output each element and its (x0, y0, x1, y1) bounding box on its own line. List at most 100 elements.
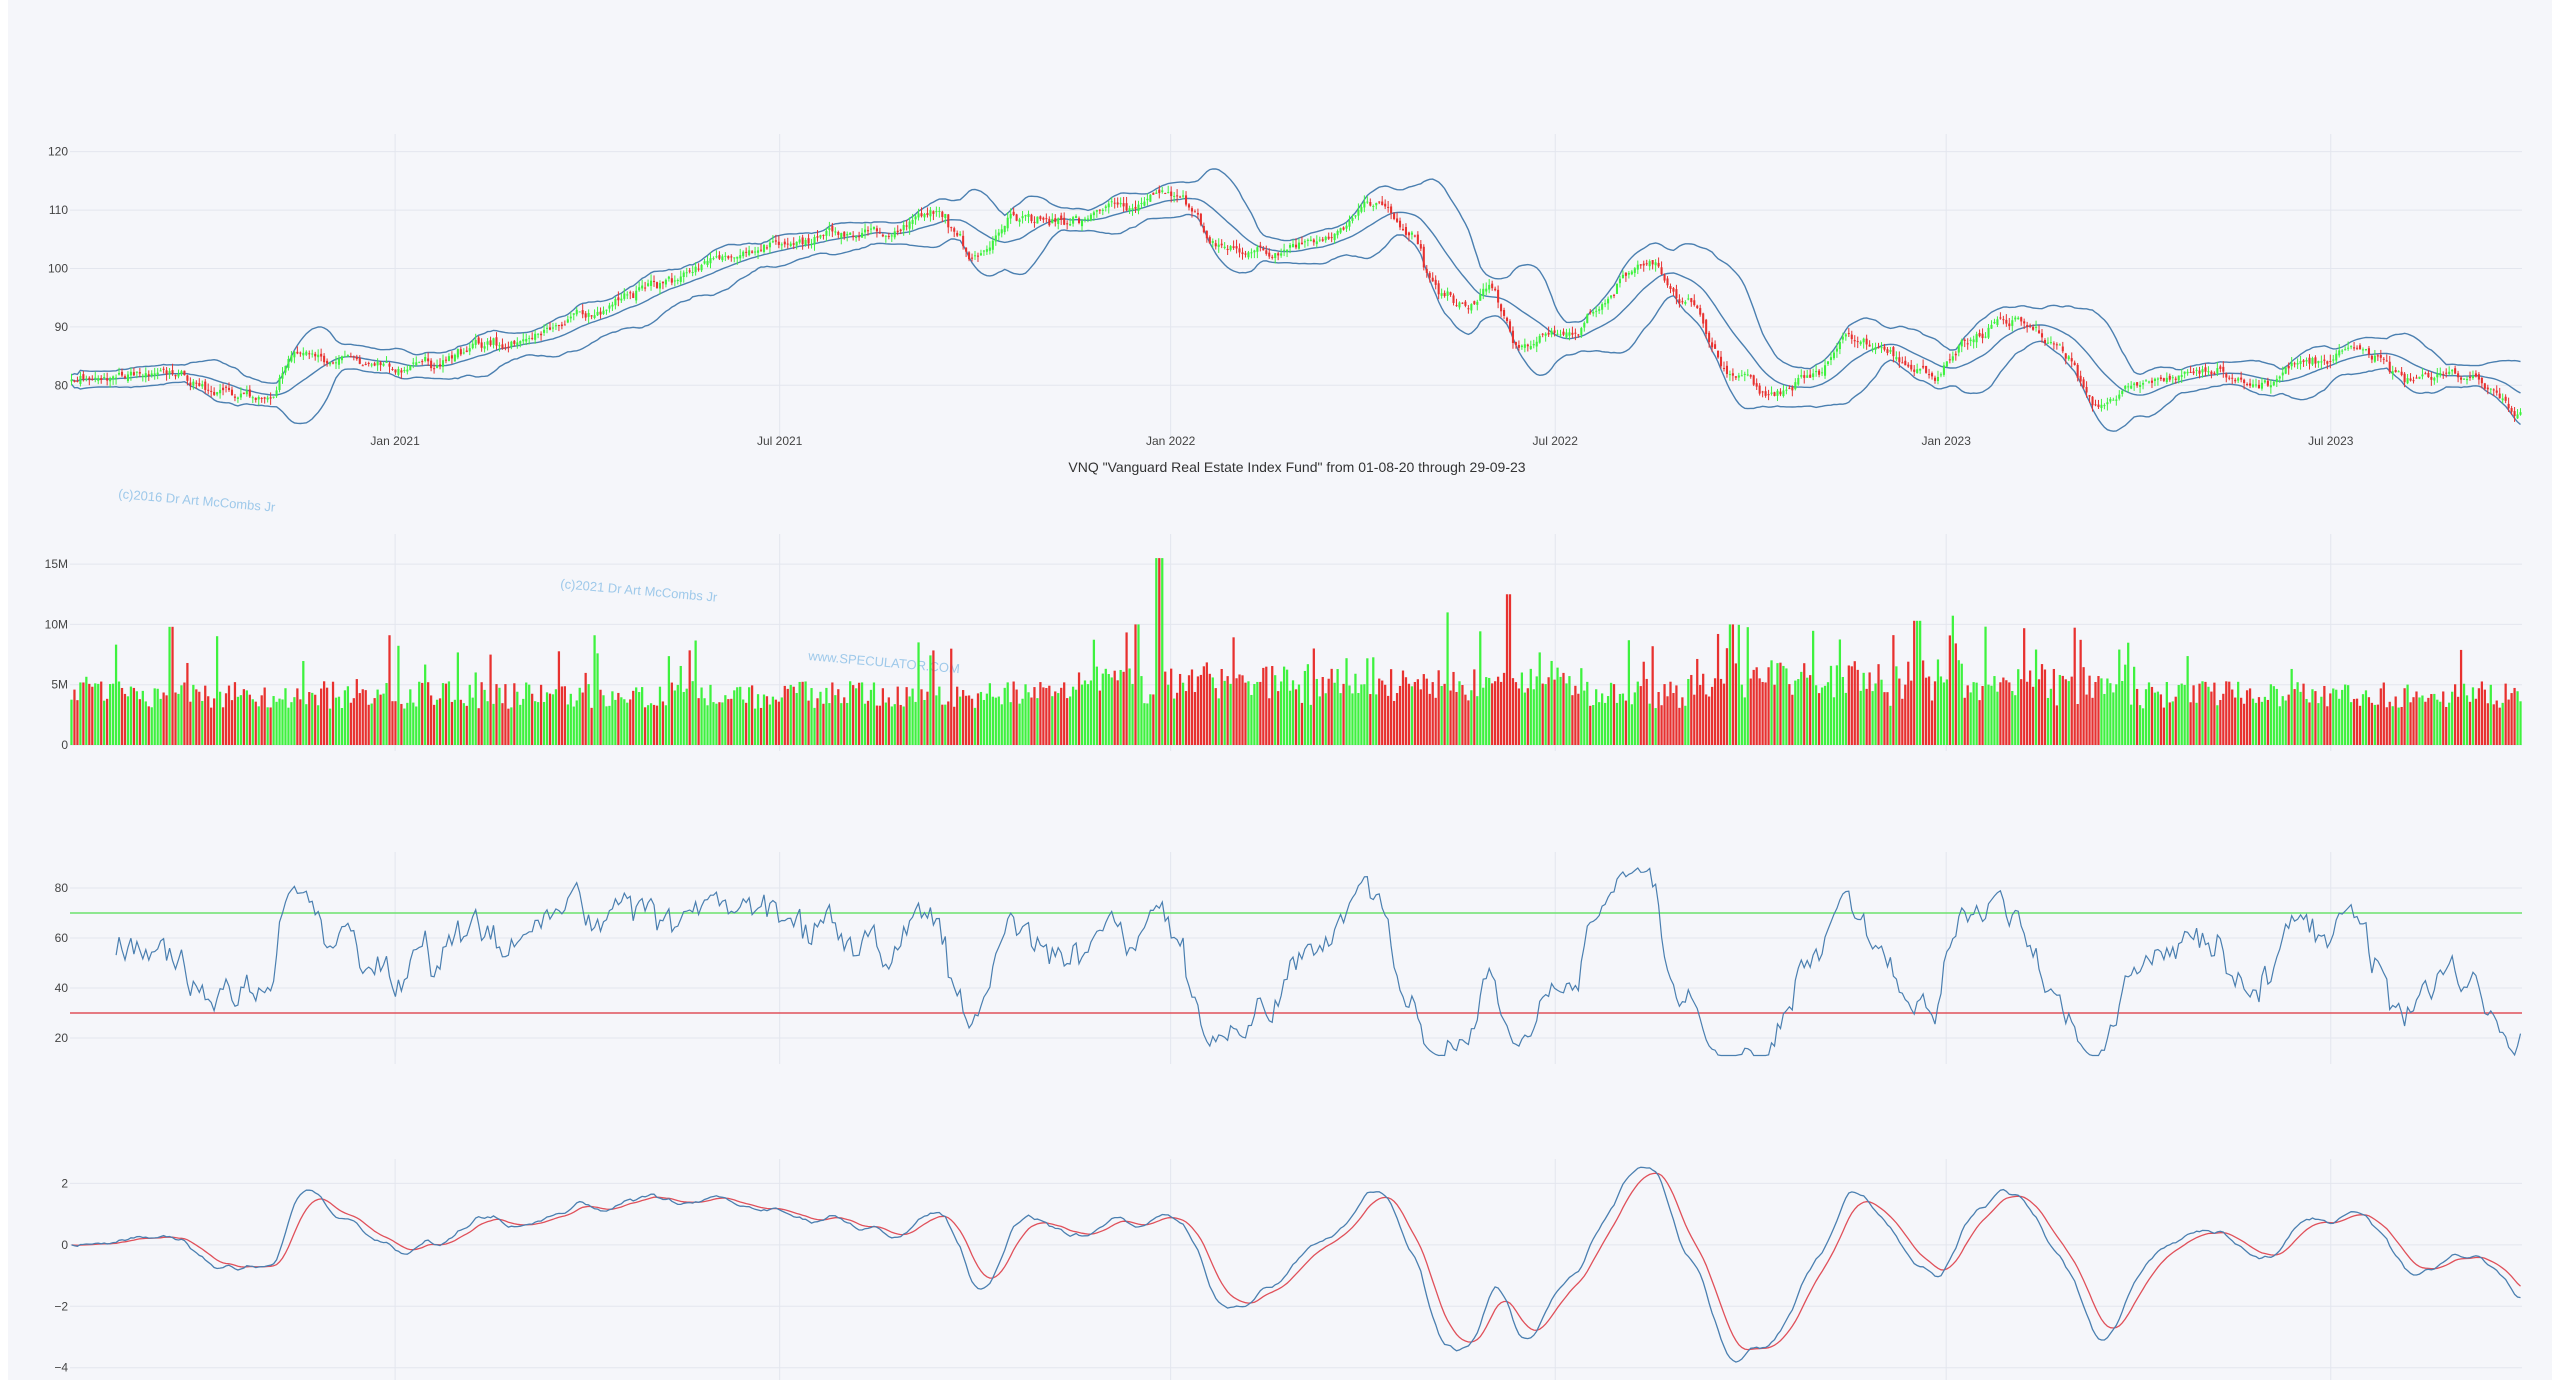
candle-body (748, 250, 751, 256)
candle-body (2195, 369, 2198, 371)
volume-bar (536, 702, 540, 745)
candle-body (828, 228, 831, 231)
volume-bar (1205, 662, 1208, 745)
volume-bar (1939, 676, 1943, 745)
volume-bar (2486, 703, 2489, 745)
volume-bar (450, 701, 454, 745)
candle-body (2026, 325, 2029, 327)
candle-body (477, 337, 480, 344)
candle-body (727, 256, 730, 259)
volume-bar (1146, 703, 1149, 745)
candle-body (323, 355, 326, 363)
candle-body (1821, 372, 1824, 374)
volume-bar (1119, 669, 1122, 745)
volume-bar (706, 705, 709, 745)
volume-bar (263, 687, 266, 745)
candle-body (768, 242, 771, 248)
volume-bar (1318, 696, 1321, 745)
volume-bar (1437, 670, 1440, 745)
volume-bar (242, 689, 245, 745)
candle-body (1669, 286, 1672, 289)
candle-body (545, 327, 549, 329)
volume-bar (1880, 679, 1883, 745)
candle-body (623, 293, 626, 299)
macd-line (71, 1166, 2521, 1363)
volume-bar (189, 701, 192, 745)
candle-body (126, 374, 129, 382)
candle-body (1693, 300, 1696, 306)
volume-bar (959, 696, 962, 745)
volume-bar (1948, 635, 1951, 745)
candle-body (1497, 289, 1500, 303)
candle-body (1066, 223, 1069, 225)
candle-body (471, 343, 474, 349)
candle-body (1428, 273, 1431, 278)
volume-bar (379, 694, 382, 745)
candle-body (1835, 348, 1838, 352)
candle-body (486, 341, 489, 345)
candle-body (1297, 242, 1301, 249)
volume-bar (1612, 684, 1616, 745)
volume-bar (168, 626, 171, 745)
volume-bar (1969, 692, 1972, 745)
volume-bar (195, 689, 198, 745)
candle-body (1883, 346, 1886, 350)
candle-body (739, 255, 742, 259)
volume-bar (91, 686, 94, 745)
candle-body (1140, 203, 1143, 205)
volume-bar (1060, 687, 1063, 745)
y-tick-label: 80 (55, 378, 69, 392)
candle-body (1000, 229, 1003, 234)
candle-body (1541, 333, 1544, 335)
volume-bar (967, 695, 971, 745)
candle-body (331, 362, 335, 364)
candle-body (866, 230, 870, 232)
volume-bar (2296, 682, 2299, 745)
volume-bar (1785, 668, 1788, 745)
candle-body (287, 359, 290, 369)
candle-body (759, 249, 763, 251)
volume-bar (2507, 699, 2510, 745)
candle-body (1514, 342, 1517, 345)
candle-body (1803, 375, 1806, 378)
volume-bar (1517, 688, 1521, 745)
candle-body (1500, 304, 1503, 312)
candle-body (1725, 365, 1728, 375)
candle-body (501, 344, 504, 349)
volume-bar (1443, 683, 1446, 745)
candle-body (730, 256, 733, 258)
volume-bar (1449, 690, 1452, 745)
volume-bar (1428, 693, 1431, 745)
candle-body (406, 369, 409, 372)
candle-body (1687, 298, 1690, 300)
volume-bar (605, 706, 608, 745)
candle-body (1131, 208, 1134, 210)
volume-bar (2468, 701, 2472, 745)
candle-body (1363, 201, 1366, 208)
volume-bar (739, 686, 742, 745)
candle-body (1972, 339, 1975, 343)
volume-bar (1589, 705, 1592, 745)
volume-bar (587, 684, 590, 745)
candle-body (1470, 304, 1473, 311)
volume-bar (1788, 684, 1791, 745)
volume-bar (667, 656, 671, 745)
volume-bar (1256, 681, 1259, 745)
candle-body (557, 325, 560, 327)
volume-bar (2008, 682, 2011, 745)
candle-body (2121, 390, 2124, 395)
candle-body (709, 258, 712, 264)
volume-bar (1654, 708, 1657, 745)
candle-body (1612, 294, 1616, 296)
volume-bar (2112, 692, 2115, 745)
candle-body (1494, 288, 1497, 291)
candle-body (1473, 301, 1476, 305)
volume-bar (2100, 678, 2103, 745)
volume-bar (186, 662, 189, 745)
candle-body (572, 313, 575, 315)
volume-bar (1063, 682, 1066, 745)
volume-bar (438, 698, 442, 745)
candle-body (614, 299, 617, 306)
y-tick-label: 20 (55, 1031, 69, 1045)
volume-bar (266, 707, 269, 745)
